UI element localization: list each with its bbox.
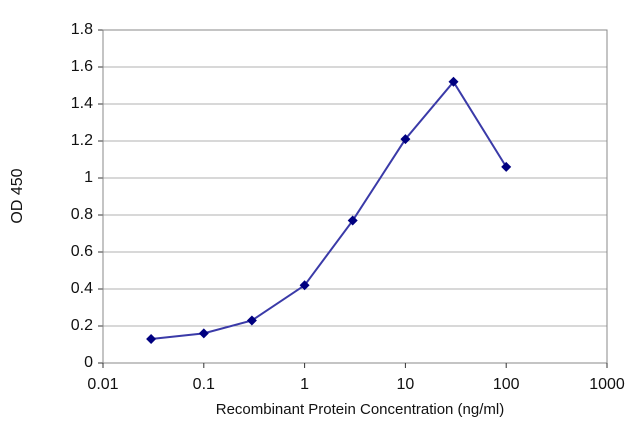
- data-point: [400, 134, 411, 145]
- data-point: [198, 328, 209, 339]
- y-tick-label: 0.4: [71, 280, 93, 297]
- y-tick-label: 0.2: [71, 317, 93, 334]
- x-tick-label: 100: [493, 376, 520, 393]
- data-point: [501, 161, 512, 172]
- y-tick-label: 0.6: [71, 243, 93, 260]
- y-tick-label: 1.2: [71, 132, 93, 149]
- y-axis-label: OD 450: [9, 168, 26, 223]
- data-point: [448, 76, 459, 87]
- data-point: [299, 280, 310, 291]
- data-point: [246, 315, 257, 326]
- data-line: [150, 80, 508, 340]
- data-point: [146, 333, 157, 344]
- plot-border: [102, 29, 608, 364]
- x-tick-label: 0.01: [87, 376, 118, 393]
- x-axis-label: Recombinant Protein Concentration (ng/ml…: [216, 401, 504, 418]
- y-tick-label: 1: [84, 169, 93, 186]
- x-tick-label: 1000: [589, 376, 625, 393]
- data-point: [347, 215, 358, 226]
- y-tick-label: 0: [84, 354, 93, 371]
- y-tick-label: 0.8: [71, 206, 93, 223]
- x-tick-label: 1: [300, 376, 309, 393]
- y-tick-label: 1.4: [71, 95, 93, 112]
- x-tick-label: 10: [397, 376, 415, 393]
- x-tick-label: 0.1: [193, 376, 215, 393]
- y-tick-label: 1.6: [71, 58, 93, 75]
- y-tick-label: 1.8: [71, 21, 93, 38]
